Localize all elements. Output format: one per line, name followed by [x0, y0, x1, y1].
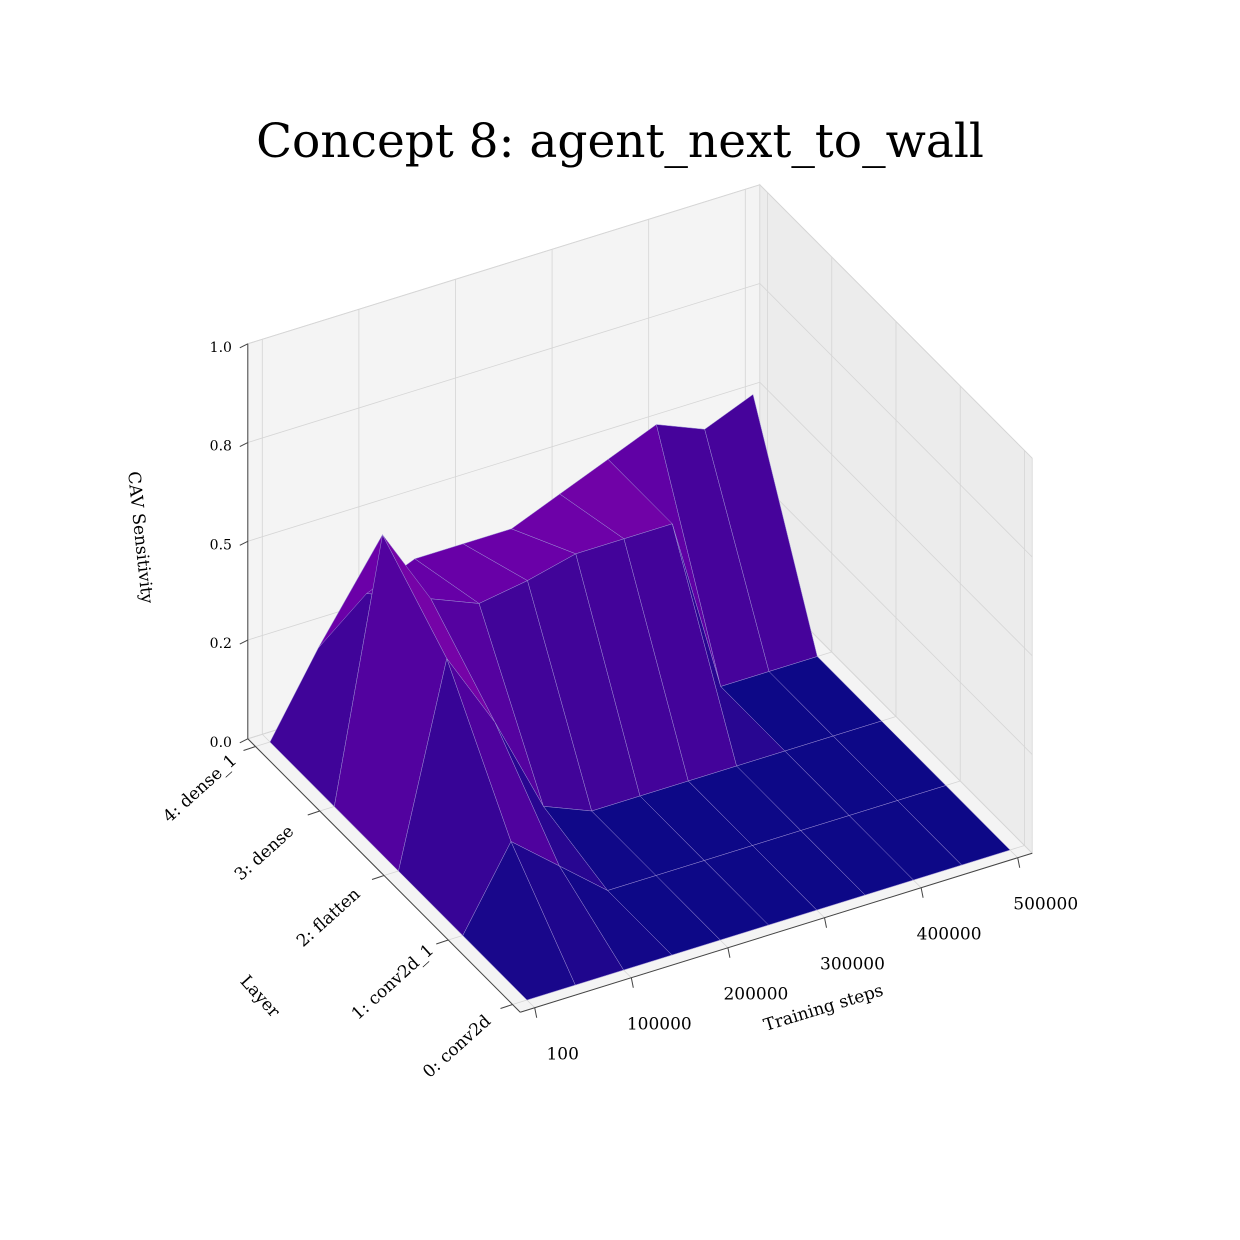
y-tick-label: 3: dense	[231, 822, 298, 885]
x-tick	[534, 1007, 538, 1018]
grid-line-z-back	[247, 283, 760, 443]
z-tick-label: 0.5	[210, 537, 232, 553]
y-tick-label: 4: dense_1	[159, 751, 241, 827]
y-tick	[243, 746, 256, 751]
z-tick-label: 0.8	[210, 439, 232, 455]
z-tick	[239, 540, 249, 546]
z-axis-label: CAV Sensitivity	[123, 470, 157, 604]
chart-title: Concept 8: agent_next_to_wall	[256, 114, 984, 169]
y-tick	[307, 810, 320, 816]
grid-line-z-back	[247, 381, 760, 542]
y-tick	[436, 939, 449, 945]
z-tick-label: 0.2	[210, 636, 232, 652]
y-tick	[500, 1004, 513, 1009]
axis-lines	[239, 343, 1033, 1018]
z-tick-label: 1.0	[210, 340, 232, 356]
x-tick	[824, 917, 828, 928]
y-tick	[371, 875, 385, 880]
x-tick-label: 200000	[723, 985, 788, 1005]
surface-plot	[269, 394, 1011, 1001]
x-tick	[920, 887, 924, 898]
x-tick-label: 400000	[917, 925, 982, 945]
y-tick-label: 1: conv2d_1	[348, 940, 438, 1024]
x-tick	[1017, 857, 1021, 868]
z-tick	[239, 442, 249, 447]
x-tick	[630, 977, 634, 988]
grid-line-z-side	[759, 184, 1033, 459]
x-tick	[727, 947, 731, 958]
z-tick-label: 0.0	[210, 735, 232, 751]
surface-cell-0-9	[897, 785, 1011, 866]
grid-line-z-side	[759, 283, 1033, 558]
grid-line-z-side	[759, 480, 1033, 755]
x-axis-line	[520, 852, 1033, 1013]
z-tick	[239, 738, 249, 744]
x-tick-label: 100000	[627, 1015, 692, 1035]
x-tick-label: 300000	[820, 955, 885, 975]
y-tick-label: 2: flatten	[293, 884, 364, 951]
y-tick-label: 0: conv2d	[419, 1011, 495, 1082]
x-tick-label: 500000	[1013, 895, 1078, 915]
z-tick	[239, 639, 249, 645]
grid-line-z-side	[759, 381, 1033, 657]
grid-line-z-back	[247, 184, 760, 345]
z-tick	[239, 343, 249, 349]
y-axis-label: Layer	[236, 972, 284, 1023]
x-tick-label: 100	[546, 1045, 578, 1065]
